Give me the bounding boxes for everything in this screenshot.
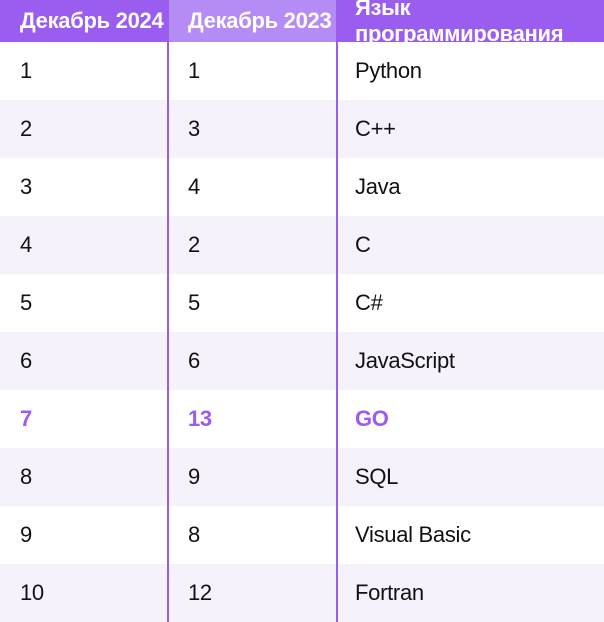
rank-2024-cell: 8 <box>20 464 32 489</box>
table-row: 4 2 C <box>0 216 604 274</box>
column-divider <box>336 0 338 622</box>
table-row: 10 12 Fortran <box>0 564 604 622</box>
rank-2023-cell: 8 <box>188 522 200 547</box>
rank-2024-cell: 10 <box>20 580 44 605</box>
language-cell: GO <box>355 406 389 431</box>
language-cell: Python <box>355 58 422 83</box>
table-row-highlighted: 7 13 GO <box>0 390 604 448</box>
table-row: 6 6 JavaScript <box>0 332 604 390</box>
table-header: Декабрь 2024 Декабрь 2023 Язык программи… <box>0 0 604 46</box>
language-cell: Visual Basic <box>355 522 471 547</box>
rank-2023-cell: 4 <box>188 174 200 199</box>
language-cell: C# <box>355 290 383 315</box>
rank-2023-cell: 12 <box>188 580 212 605</box>
rank-2024-cell: 7 <box>20 406 32 431</box>
rank-2023-cell: 9 <box>188 464 200 489</box>
table-row: 1 1 Python <box>0 42 604 100</box>
table-row: 9 8 Visual Basic <box>0 506 604 564</box>
table-row: 2 3 C++ <box>0 100 604 158</box>
language-cell: C <box>355 232 371 257</box>
table-row: 8 9 SQL <box>0 448 604 506</box>
header-dec-2023: Декабрь 2023 <box>168 0 337 42</box>
rank-2024-cell: 5 <box>20 290 32 315</box>
rank-2023-cell: 13 <box>188 406 212 431</box>
rank-2023-cell: 2 <box>188 232 200 257</box>
rank-2024-cell: 9 <box>20 522 32 547</box>
table-row: 5 5 C# <box>0 274 604 332</box>
rank-2023-cell: 1 <box>188 58 200 83</box>
rank-2023-cell: 6 <box>188 348 200 373</box>
header-dec-2024: Декабрь 2024 <box>20 8 164 33</box>
rank-2024-cell: 3 <box>20 174 32 199</box>
language-cell: Fortran <box>355 580 424 605</box>
rank-2023-cell: 5 <box>188 290 200 315</box>
rank-2024-cell: 4 <box>20 232 32 257</box>
rank-2024-cell: 1 <box>20 58 32 83</box>
header-language: Язык программирования <box>355 0 564 46</box>
language-cell: SQL <box>355 464 399 489</box>
rank-2023-cell: 3 <box>188 116 200 141</box>
rank-2024-cell: 6 <box>20 348 32 373</box>
language-cell: JavaScript <box>355 348 455 373</box>
language-cell: Java <box>355 174 401 199</box>
table-row: 3 4 Java <box>0 158 604 216</box>
column-divider <box>167 0 169 622</box>
rank-2024-cell: 2 <box>20 116 32 141</box>
language-cell: C++ <box>355 116 396 141</box>
